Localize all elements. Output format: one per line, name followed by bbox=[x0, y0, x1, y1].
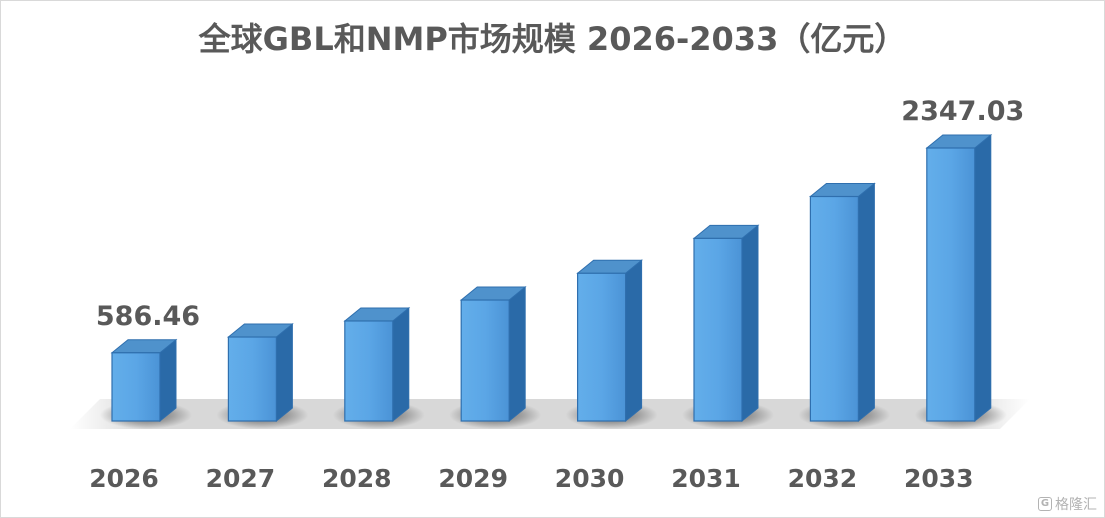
bars bbox=[110, 133, 993, 423]
floor-plane bbox=[70, 399, 1030, 429]
bar-front-face bbox=[227, 336, 277, 422]
watermark-text: 格隆汇 bbox=[1055, 497, 1097, 513]
bar-side-face bbox=[508, 285, 526, 423]
bar-front-face bbox=[111, 352, 161, 422]
bar-side-face bbox=[392, 306, 410, 423]
bar-front-face bbox=[460, 299, 510, 422]
data-labels: 586.46 2347.03 bbox=[96, 96, 1024, 332]
x-tick-2031: 2031 bbox=[671, 464, 741, 493]
bar-side-face bbox=[159, 338, 177, 423]
bar-side-face bbox=[625, 259, 643, 423]
data-label-2033: 2347.03 bbox=[901, 96, 1024, 127]
floor-shadow bbox=[70, 399, 1030, 429]
bar-side-face bbox=[974, 133, 992, 423]
x-tick-2032: 2032 bbox=[788, 464, 858, 493]
bar-front-face bbox=[926, 147, 976, 422]
bar-2029 bbox=[459, 285, 527, 423]
bar-side-face bbox=[857, 182, 875, 423]
data-label-2026: 586.46 bbox=[96, 301, 200, 332]
bar-front-face bbox=[809, 195, 860, 422]
bar-side-face bbox=[741, 224, 759, 423]
watermark-logo-icon: G bbox=[1038, 497, 1052, 511]
bar-2031 bbox=[692, 224, 760, 423]
x-tick-2027: 2027 bbox=[206, 464, 276, 493]
bar-2033 bbox=[925, 133, 993, 423]
bar-2028 bbox=[343, 306, 411, 423]
bar-front-face bbox=[344, 320, 394, 422]
bar-2026 bbox=[110, 338, 178, 423]
x-tick-2029: 2029 bbox=[438, 464, 508, 493]
x-tick-2030: 2030 bbox=[555, 464, 625, 493]
watermark: G 格隆汇 bbox=[1038, 494, 1097, 514]
bar-side-face bbox=[275, 322, 293, 423]
bar-2027 bbox=[226, 322, 294, 423]
x-axis-ticks: 2026 2027 2028 2029 2030 2031 2032 2033 bbox=[89, 464, 973, 493]
bar-2032 bbox=[808, 182, 876, 423]
x-tick-2026: 2026 bbox=[89, 464, 159, 493]
bar-2030 bbox=[576, 259, 644, 423]
bar-front-face bbox=[576, 272, 627, 422]
x-tick-2033: 2033 bbox=[904, 464, 974, 493]
bar-front-face bbox=[693, 237, 743, 422]
chart-title: 全球GBL和NMP市场规模 2026-2033（亿元） bbox=[198, 20, 907, 58]
x-tick-2028: 2028 bbox=[322, 464, 392, 493]
